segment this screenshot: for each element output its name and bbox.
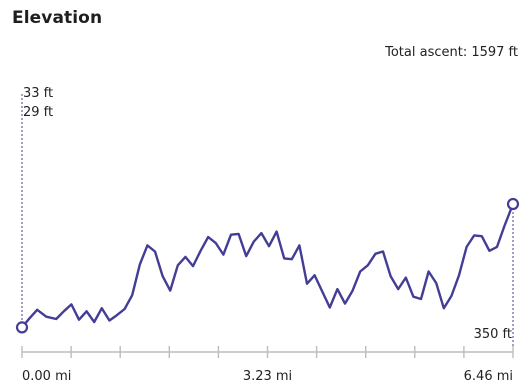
total-ascent: Total ascent: 1597 ft xyxy=(385,45,518,60)
start-marker-label-1: 33 ft xyxy=(23,86,53,101)
end-marker-label: 350 ft xyxy=(474,327,512,342)
end-marker[interactable] xyxy=(506,197,520,211)
x-axis-ticks: 0.00 mi 3.23 mi 6.46 mi xyxy=(21,346,514,384)
start-marker-label-2: 29 ft xyxy=(23,105,53,120)
elevation-line xyxy=(20,202,515,329)
chart-title: Elevation xyxy=(12,8,103,28)
x-tick-label: 6.46 mi xyxy=(464,369,513,384)
x-tick-label: 0.00 mi xyxy=(22,369,71,384)
x-tick-label: 3.23 mi xyxy=(243,369,292,384)
start-marker[interactable] xyxy=(15,321,29,334)
